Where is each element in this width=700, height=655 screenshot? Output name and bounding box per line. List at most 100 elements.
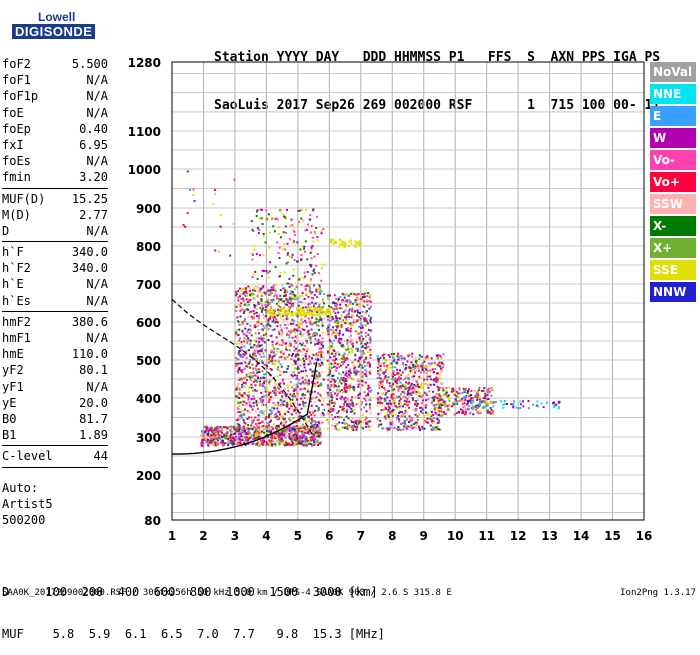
echo-point <box>288 305 291 308</box>
echo-point <box>338 353 341 356</box>
echo-point <box>396 371 399 374</box>
param-row: foEp 0.40 <box>2 121 108 137</box>
echo-point <box>246 340 249 343</box>
echo-point <box>277 386 279 389</box>
echo-point <box>238 404 240 407</box>
echo-point <box>490 394 493 397</box>
echo-point <box>414 360 417 363</box>
param-separator <box>2 187 108 189</box>
echo-point <box>386 402 388 405</box>
echo-point <box>240 435 243 437</box>
echo-point <box>459 408 462 411</box>
echo-point <box>338 324 341 327</box>
echo-point <box>320 267 323 270</box>
echo-point <box>280 329 283 332</box>
echo-point <box>443 390 446 393</box>
echo-point <box>350 242 353 245</box>
echo-point <box>301 380 304 383</box>
echo-point <box>239 315 242 318</box>
echo-point <box>255 358 258 361</box>
echo-point <box>347 322 350 325</box>
echo-point <box>453 393 455 395</box>
echo-point <box>347 309 350 312</box>
echo-point <box>257 435 260 438</box>
echo-point <box>240 414 243 417</box>
echo-point <box>253 287 255 290</box>
echo-point <box>235 356 237 359</box>
echo-point <box>305 375 308 378</box>
echo-point <box>469 399 472 402</box>
echo-point <box>249 434 252 437</box>
echo-point <box>313 443 316 446</box>
echo-point <box>350 419 352 422</box>
echo-point <box>335 325 338 328</box>
param-value: 20.0 <box>79 395 108 410</box>
echo-point <box>407 377 410 380</box>
echo-point <box>248 373 251 375</box>
echo-point <box>306 350 308 353</box>
echo-point <box>200 444 203 447</box>
echo-point <box>269 444 271 447</box>
echo-point <box>239 389 242 392</box>
echo-point <box>227 444 230 447</box>
echo-point <box>345 314 348 317</box>
echo-point <box>341 426 344 429</box>
echo-point <box>249 324 252 327</box>
echo-point <box>251 420 254 423</box>
echo-point <box>254 374 257 377</box>
echo-point <box>258 353 261 356</box>
echo-point <box>369 351 372 354</box>
echo-point <box>263 410 266 413</box>
echo-point <box>354 366 357 369</box>
echo-point <box>210 426 213 429</box>
echo-point <box>281 334 284 336</box>
echo-point <box>315 405 318 408</box>
echo-point <box>398 418 400 421</box>
echo-point <box>369 317 372 320</box>
param-value: 6.95 <box>79 137 108 152</box>
echo-point <box>314 334 316 337</box>
echo-point <box>356 309 359 312</box>
echo-point <box>412 386 414 389</box>
echo-point <box>472 407 475 409</box>
param-row: h`E N/A <box>2 276 108 292</box>
echo-point <box>243 340 246 343</box>
echo-point <box>399 381 402 384</box>
echo-point <box>264 417 267 420</box>
echo-point <box>310 310 313 313</box>
echo-point <box>418 385 421 388</box>
echo-point <box>330 238 332 241</box>
echo-point <box>451 405 454 408</box>
echo-point <box>345 328 348 331</box>
echo-point <box>274 394 277 397</box>
echo-point <box>328 335 331 338</box>
echo-point <box>286 384 289 387</box>
echo-point <box>262 382 265 385</box>
echo-point <box>248 432 251 435</box>
echo-point <box>442 389 445 392</box>
echo-point <box>245 338 248 341</box>
echo-point <box>352 378 355 381</box>
echo-point <box>491 400 494 403</box>
echo-point <box>255 340 258 343</box>
echo-point <box>378 374 381 377</box>
echo-point <box>360 335 363 338</box>
echo-point <box>278 437 280 440</box>
echo-point <box>255 348 258 351</box>
echo-point <box>370 425 373 428</box>
echo-point <box>387 390 390 393</box>
y-tick-label: 700 <box>136 278 161 292</box>
echo-point <box>316 352 319 355</box>
echo-point <box>317 435 320 438</box>
echo-point <box>403 385 405 388</box>
echo-point <box>408 415 411 418</box>
echo-point <box>359 420 362 423</box>
echo-point <box>377 412 380 415</box>
echo-point <box>273 430 276 433</box>
echo-point <box>381 354 384 357</box>
echo-point <box>444 405 447 408</box>
echo-point <box>276 350 279 353</box>
echo-point <box>414 367 417 369</box>
echo-point <box>231 444 234 447</box>
echo-point <box>278 310 280 313</box>
